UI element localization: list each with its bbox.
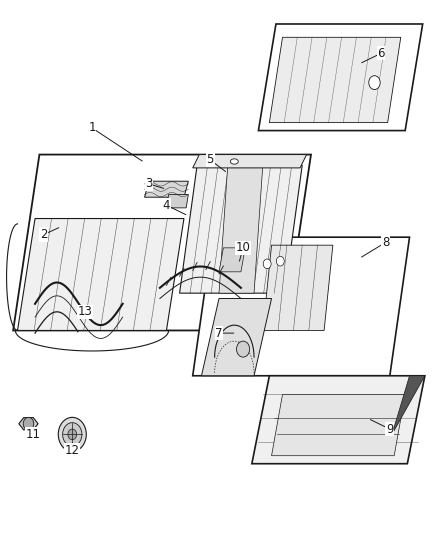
Text: 1: 1	[88, 122, 96, 134]
Circle shape	[58, 417, 86, 451]
Polygon shape	[392, 376, 425, 434]
Polygon shape	[193, 155, 307, 168]
Text: 9: 9	[386, 423, 394, 435]
Circle shape	[237, 341, 250, 357]
Text: 11: 11	[25, 428, 40, 441]
Text: 8: 8	[382, 236, 389, 249]
Text: 6: 6	[377, 47, 385, 60]
Polygon shape	[193, 237, 410, 376]
Text: 5: 5	[207, 154, 214, 166]
Text: 13: 13	[78, 305, 93, 318]
Text: 10: 10	[236, 241, 251, 254]
Polygon shape	[166, 195, 188, 208]
Polygon shape	[145, 181, 188, 197]
Text: 3: 3	[145, 177, 152, 190]
Circle shape	[276, 256, 284, 266]
Polygon shape	[272, 394, 405, 456]
Polygon shape	[258, 24, 423, 131]
Text: 7: 7	[215, 327, 223, 340]
Polygon shape	[263, 245, 333, 330]
Text: 12: 12	[65, 444, 80, 457]
Polygon shape	[219, 165, 263, 293]
Polygon shape	[201, 298, 272, 376]
Circle shape	[23, 417, 34, 430]
Polygon shape	[18, 219, 184, 330]
Circle shape	[369, 76, 380, 90]
Polygon shape	[13, 155, 311, 330]
Circle shape	[63, 423, 82, 446]
Polygon shape	[180, 165, 302, 293]
Polygon shape	[219, 248, 245, 272]
Circle shape	[68, 429, 77, 440]
Text: 4: 4	[162, 199, 170, 212]
Polygon shape	[19, 418, 38, 430]
Circle shape	[263, 259, 271, 269]
Polygon shape	[252, 376, 425, 464]
Ellipse shape	[230, 159, 238, 164]
Text: 2: 2	[40, 228, 48, 241]
Polygon shape	[269, 37, 401, 123]
